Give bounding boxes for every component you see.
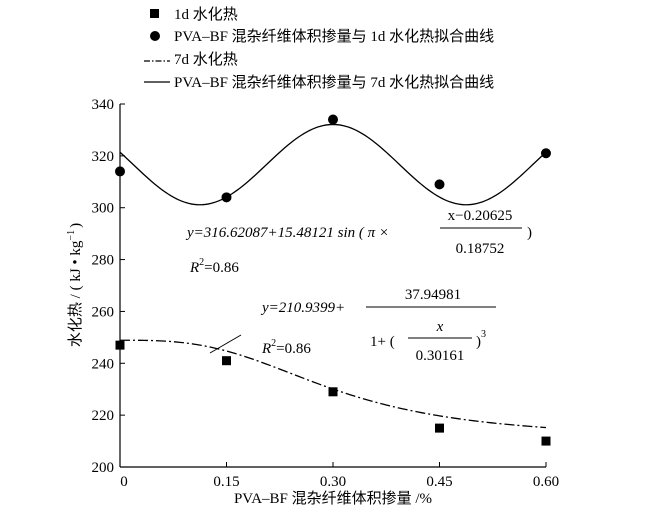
annotation-sine: y=316.62087+15.48121 sin ( π × x−0.20625… bbox=[185, 208, 532, 276]
sine-numerator: x−0.20625 bbox=[448, 208, 513, 224]
point-square bbox=[435, 423, 444, 433]
sine-denominator: 0.18752 bbox=[456, 241, 505, 257]
x-axis-label: PVA–BF 混杂纤维体积掺量 /% bbox=[234, 490, 432, 507]
y-tick-label: 300 bbox=[92, 201, 115, 217]
point-circle bbox=[115, 166, 125, 177]
y-tick-label: 260 bbox=[92, 304, 115, 320]
y-tick-label: 280 bbox=[92, 253, 115, 269]
y-tick-label: 320 bbox=[92, 149, 115, 165]
logistic-r2: R2=0.86 bbox=[261, 338, 311, 357]
point-square bbox=[541, 436, 551, 446]
x-tick-label: 0.45 bbox=[426, 474, 452, 490]
logistic-inner-denominator: 0.30161 bbox=[416, 348, 465, 364]
point-circle bbox=[328, 114, 338, 125]
point-circle bbox=[541, 148, 551, 159]
point-square bbox=[115, 340, 125, 350]
logistic-denom-prefix: 1+ ( bbox=[370, 334, 395, 350]
y-tick-label: 220 bbox=[92, 408, 115, 424]
legend-label-7d: 7d 水化热 bbox=[174, 51, 238, 68]
logistic-leader-line bbox=[209, 334, 242, 354]
data-points bbox=[115, 114, 551, 446]
legend-label-7d-fit: PVA–BF 混杂纤维体积掺量与 7d 水化热拟合曲线 bbox=[174, 74, 494, 91]
sine-equation-prefix: y=316.62087+15.48121 sin ( π × bbox=[185, 225, 389, 241]
point-square bbox=[222, 356, 231, 366]
axis-ticks: 200 220 240 260 280 300 320 340 0 0.15 0.30 0.45 0.6… bbox=[92, 97, 560, 490]
legend-label-1d: 1d 水化热 bbox=[174, 6, 238, 23]
annotation-logistic: y=210.9399+ 37.94981 1+ ( x 0.30161 )3 R… bbox=[209, 287, 496, 364]
logistic-equation-prefix: y=210.9399+ bbox=[260, 300, 345, 316]
y-tick-label: 240 bbox=[92, 356, 115, 372]
y-tick-label: 200 bbox=[92, 460, 115, 476]
y-tick-label: 340 bbox=[92, 97, 115, 113]
sine-r2: R2=0.86 bbox=[189, 257, 239, 276]
x-tick-label: 0.15 bbox=[213, 474, 239, 490]
legend-marker-circle bbox=[150, 31, 160, 41]
sine-close-paren: ) bbox=[527, 225, 532, 241]
legend-marker-square bbox=[150, 9, 159, 18]
legend: 1d 水化热 PVA–BF 混杂纤维体积掺量与 1d 水化热拟合曲线 7d 水化… bbox=[144, 6, 494, 91]
logistic-denom-close: )3 bbox=[476, 329, 486, 350]
x-tick-label: 0.60 bbox=[533, 474, 559, 490]
fit-lines bbox=[119, 123, 547, 429]
y-axis-label: 水化热 / ( kJ • kg−1) bbox=[66, 223, 84, 347]
logistic-numerator: 37.94981 bbox=[405, 287, 461, 303]
fit-line-sine bbox=[119, 123, 547, 206]
x-tick-label: 0.30 bbox=[320, 474, 346, 490]
point-square bbox=[328, 387, 338, 397]
point-circle bbox=[221, 192, 232, 203]
fit-line-logistic bbox=[120, 339, 547, 429]
x-tick-label: 0 bbox=[120, 474, 128, 490]
legend-label-1d-fit: PVA–BF 混杂纤维体积掺量与 1d 水化热拟合曲线 bbox=[174, 28, 494, 45]
logistic-inner-numerator: x bbox=[436, 319, 444, 335]
point-circle bbox=[434, 179, 445, 190]
